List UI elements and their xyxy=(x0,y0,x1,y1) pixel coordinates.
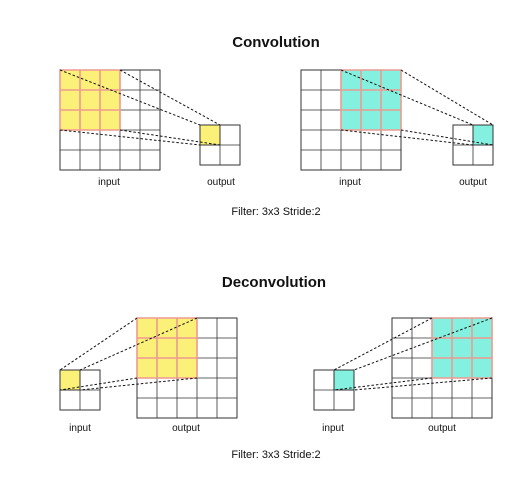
diagram-0-filter-region xyxy=(60,70,120,130)
diagram-3-highlight-cell xyxy=(334,370,354,390)
deconv-right-output-label: output xyxy=(428,423,456,434)
diagram-3-connector-0 xyxy=(333,317,433,371)
diagram-3-connector-3 xyxy=(353,377,493,391)
diagram-1-connector-0 xyxy=(340,69,474,126)
diagram-1-connector-1 xyxy=(400,69,494,126)
diagram-3-connector-1 xyxy=(353,317,493,371)
diagram-0-connector-1 xyxy=(119,69,221,126)
convolution-caption: Filter: 3x3 Stride:2 xyxy=(231,206,321,218)
diagram-2-connector-2 xyxy=(59,377,138,391)
diagram-1-filter-region xyxy=(341,70,401,130)
diagram-2-highlight-cell xyxy=(60,370,80,390)
diagram-0-connector-2 xyxy=(59,129,201,146)
deconv-left-output-label: output xyxy=(172,423,200,434)
diagram-0-connector-3 xyxy=(119,129,221,146)
diagram-1-connector-3 xyxy=(400,129,494,146)
conv-right-output-label: output xyxy=(459,177,487,188)
conv-right-input-label: input xyxy=(339,177,361,188)
convolution-title: Convolution xyxy=(232,34,320,51)
deconvolution-title: Deconvolution xyxy=(221,274,327,291)
diagram-2-connector-1 xyxy=(79,317,198,371)
diagram-2-connector-0 xyxy=(59,317,138,371)
diagram-3-highlight-border xyxy=(333,369,355,391)
deconv-right-input-label: input xyxy=(322,423,344,434)
diagram-3-connector-2 xyxy=(333,377,433,391)
diagram-0-highlight-cell xyxy=(200,125,220,145)
diagram-3-filter-region xyxy=(432,318,492,378)
diagram-2-filter-region xyxy=(137,318,197,378)
conv-left-output-label: output xyxy=(207,177,235,188)
conv-left-input-label: input xyxy=(98,177,120,188)
diagram-2-highlight-border xyxy=(59,369,81,391)
deconvolution-caption: Filter: 3x3 Stride:2 xyxy=(231,449,321,461)
diagram-0-highlight-border xyxy=(199,124,221,146)
diagram-1-highlight-border xyxy=(472,124,494,146)
diagram-2-connector-3 xyxy=(79,377,198,391)
deconv-left-input-label: input xyxy=(69,423,91,434)
diagram-1-highlight-cell xyxy=(473,125,493,145)
